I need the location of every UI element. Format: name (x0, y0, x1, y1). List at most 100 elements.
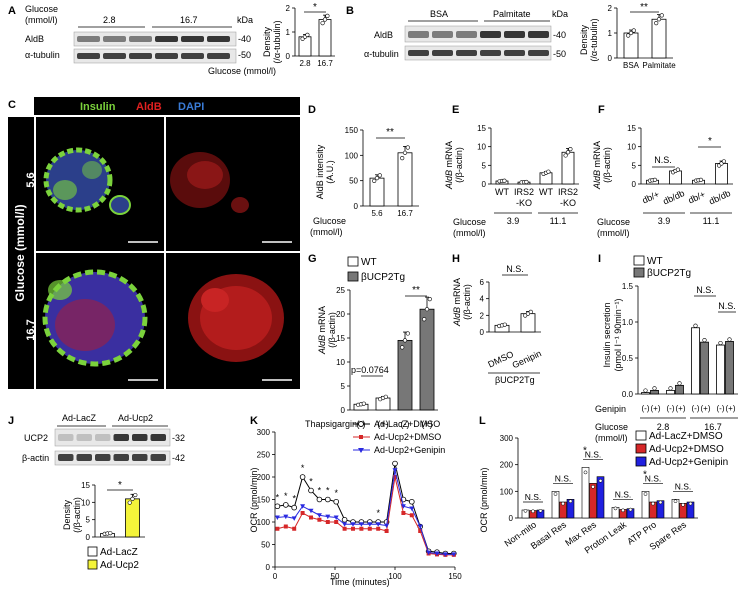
data-point (291, 516, 297, 521)
data-point (643, 492, 648, 496)
bar (650, 389, 659, 395)
y-tick-label: 50 (349, 177, 358, 186)
data-point (392, 468, 398, 473)
sig-star: * (301, 463, 305, 473)
ns-label: N.S. (555, 473, 572, 483)
data-point (568, 146, 573, 152)
y-tick-label: 5 (86, 516, 91, 525)
data-point (308, 487, 314, 494)
sig-star: * (643, 469, 647, 480)
legend-wt-i: WT (647, 256, 663, 267)
genipin-label: Genipin (595, 404, 626, 414)
merge-5-6-cells (43, 147, 131, 215)
data-point (698, 177, 704, 182)
sig-star: * (583, 445, 587, 456)
y-tick-label: 0 (482, 180, 487, 189)
data-point (274, 503, 281, 510)
panel-letter-j: J (8, 415, 14, 427)
bar (700, 341, 709, 395)
x-tick-label: (+) (676, 404, 686, 413)
blot-band (132, 454, 148, 461)
blot-band (155, 53, 178, 59)
xlabel-glucose: Glucose (mmol/l) (208, 66, 276, 76)
data-point (401, 511, 406, 515)
data-point (282, 502, 289, 508)
marker-40-b: -40 (553, 30, 566, 40)
y-tick-label: 0 (286, 52, 291, 61)
data-point (668, 386, 673, 391)
row-16-7: 16.7 (25, 319, 37, 340)
xlabel-f: Glucose (597, 217, 630, 227)
data-point (565, 150, 571, 155)
y-tick-label: 1 (286, 28, 291, 37)
bar (369, 177, 385, 207)
x-tick-label: DMSO (486, 349, 515, 369)
data-point (402, 150, 408, 155)
legend-k-lacz: Ad-LacZ+DMSO (374, 419, 440, 429)
data-point (384, 529, 389, 533)
svg-text:AldB mRNA: AldB mRNA (452, 278, 462, 327)
xlabel-d2: (mmol/l) (310, 227, 343, 237)
y-tick-label: 100 (500, 487, 514, 496)
data-point (405, 331, 410, 336)
data-point (375, 522, 381, 527)
panel-i: I WT βUCP2Tg Insulin secretion (pmol I⁻¹… (595, 253, 738, 443)
stain-aldb: AldB (136, 101, 162, 113)
row-aldb-b: AldB (374, 30, 393, 40)
blot-band (77, 53, 100, 59)
x-tick-label: 5.6 (371, 209, 383, 218)
svg-text:AldB mRNA: AldB mRNA (592, 141, 602, 190)
x-tick-label: 0 (273, 572, 278, 581)
aldb-16-7-cells (188, 274, 284, 362)
data-point (374, 176, 380, 181)
svg-text:AldB mRNA: AldB mRNA (317, 306, 327, 355)
data-point (334, 520, 339, 524)
ylabel-density-b2: (/α-tubulin) (589, 18, 599, 61)
x-tick-label: WT (539, 187, 553, 197)
x-tick-label: 50 (331, 572, 340, 581)
blot-band (480, 31, 501, 38)
data-point (409, 513, 414, 518)
y-tick-label: 15 (81, 481, 90, 490)
data-point (658, 500, 663, 505)
ylabel-g2: (/β-actin) (327, 312, 337, 348)
legend-wt-g: WT (361, 257, 377, 268)
data-point (451, 552, 457, 557)
ylabel-j: Density (62, 499, 72, 530)
blot-band (129, 36, 152, 42)
marker-32: -32 (172, 433, 185, 443)
glucose-label: Glucose (25, 4, 58, 14)
blot-band (58, 454, 74, 461)
data-point (324, 496, 331, 503)
ylabel-h-italic: AldB (452, 307, 462, 327)
blot-band (76, 434, 92, 441)
kda-label-b: kDa (552, 9, 568, 19)
x-tick-label: 16.7 (397, 209, 413, 218)
data-point (583, 470, 588, 475)
y-tick-label: 100 (257, 518, 271, 527)
blot-band (207, 53, 230, 59)
blot-band (408, 50, 429, 56)
y-tick-label: 15 (627, 124, 636, 133)
bar (551, 491, 560, 519)
panel-j: J Ad-LacZ Ad-Ucp2 UCP2 β-actin -32 -42 D… (8, 413, 185, 571)
series-line (277, 470, 454, 555)
glucose-unit: (mmol/l) (25, 15, 58, 25)
data-point (308, 508, 314, 514)
ylabel-i: Insulin secretion (602, 302, 612, 367)
data-point (434, 551, 440, 556)
y-tick-label: 5 (341, 382, 346, 391)
sig-star: * (284, 491, 288, 501)
ns-label: N.S. (585, 449, 602, 459)
bar (641, 392, 650, 395)
sig-star: * (313, 2, 317, 13)
blot-band (103, 53, 126, 59)
ylabel-h2: (/β-actin) (462, 284, 472, 320)
data-point (538, 508, 543, 513)
panel-letter-e: E (452, 104, 459, 116)
y-tick-label: 300 (500, 434, 514, 443)
y-tick-label: 0 (341, 406, 346, 415)
y-tick-label: 2 (286, 4, 291, 13)
